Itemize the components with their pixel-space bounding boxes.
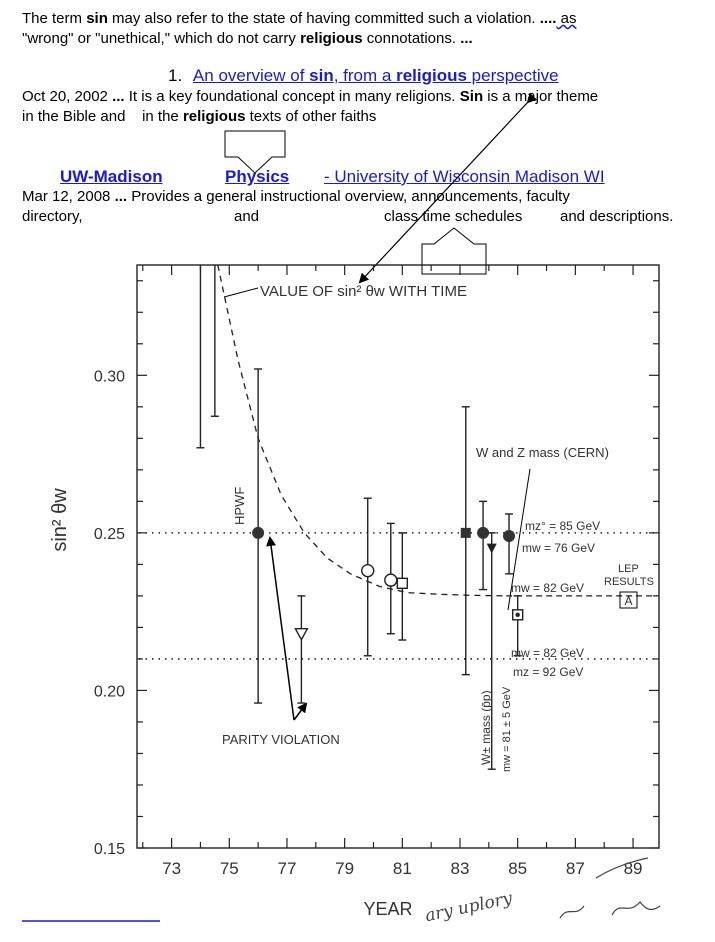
y-tick-label: 0.15 <box>94 841 125 858</box>
data-point <box>396 532 409 641</box>
result-1-title: 1. An overview of sin, from a religious … <box>168 65 559 86</box>
parity-label: PARITY VIOLATION <box>222 732 340 747</box>
result-2-title-a[interactable]: UW-Madison <box>60 167 163 186</box>
marker-filled-circle <box>503 530 516 543</box>
chart-title: VALUE OF sin² θw WITH TIME <box>260 283 467 300</box>
x-tick-label: 83 <box>451 859 470 878</box>
data-point <box>196 265 205 449</box>
snippet-text: may also refer to the state of having co… <box>107 10 540 27</box>
x-tick-label: 85 <box>508 859 527 878</box>
mz85-label: mz° = 85 GeV <box>525 519 600 533</box>
marker-open-circle <box>361 563 375 578</box>
parity-arrow-1 <box>266 536 295 721</box>
snippet-ellipsis: ... <box>114 188 128 205</box>
link-keyword: religious <box>396 66 467 85</box>
handwritten-curve <box>595 857 649 879</box>
y-tick-label: 0.20 <box>94 683 125 700</box>
marker-open-square <box>396 577 409 589</box>
result-2-desc-2a: directory, <box>22 208 83 225</box>
result-2-title-b[interactable]: Physics <box>225 167 290 186</box>
handwritten-scribble: ary uplory <box>423 888 514 926</box>
snippet-text: in the Bible and in the <box>22 108 183 125</box>
y-axis-label: sin² θw <box>49 488 71 552</box>
w-mass-label-1: W± mass (p̄p) <box>479 690 493 765</box>
data-point <box>460 406 471 676</box>
result-date: Mar 12, 2008 <box>22 188 115 205</box>
lep-box-label: A <box>624 594 632 608</box>
x-tick-label: 89 <box>624 859 643 878</box>
result-2-desc-2d: and descriptions. <box>560 208 674 225</box>
marker-filled-circle <box>477 526 490 539</box>
marker-open-circle <box>384 573 398 587</box>
marker-filled-square <box>460 527 471 538</box>
trend-curve <box>217 264 507 597</box>
result-1-desc-2: in the Bible and in the religious texts … <box>22 107 376 126</box>
lep-box <box>619 591 638 609</box>
wz-mass-label: W and Z mass (CERN) <box>476 445 609 460</box>
data-point <box>210 265 219 417</box>
result-2-desc-2b: and <box>234 208 260 225</box>
snippet-ellipsis: ... <box>460 30 473 47</box>
y-tick-label: 0.25 <box>94 526 125 543</box>
snippet-keyword: religious <box>182 108 246 125</box>
link-keyword: sin <box>309 66 334 85</box>
marker-filled-circle <box>252 526 265 539</box>
snippet-text: connotations. <box>362 30 461 47</box>
mw82-label-b: mw = 82 GeV <box>511 646 584 660</box>
link-text: An overview of <box>192 66 310 85</box>
snippet-keyword: sin <box>86 10 108 27</box>
snippet-text: texts of other faiths <box>245 108 377 125</box>
x-tick-label: 87 <box>566 859 585 878</box>
parity-arrow-2 <box>293 702 308 721</box>
link-arrow <box>358 92 538 284</box>
down-arrow-callout-icon <box>224 130 286 174</box>
marker-filled-triangle <box>486 543 497 554</box>
link-text: , from a <box>333 66 397 85</box>
handwritten-marks <box>559 901 661 919</box>
w-mass-label-2: mw = 81 ± 5 GeV <box>501 686 513 772</box>
y-tick-label: 0.30 <box>94 368 125 385</box>
mw82-label-a: mw = 82 GeV <box>511 581 584 595</box>
data-point <box>252 368 265 704</box>
x-tick-label: 81 <box>393 859 412 878</box>
snippet-line-1: The term sin may also refer to the state… <box>22 9 576 28</box>
data-point <box>511 595 524 657</box>
x-tick-label: 75 <box>220 859 239 878</box>
marker-dot <box>515 612 520 617</box>
lep-label-2: RESULTS <box>604 576 654 588</box>
link-text: perspective <box>466 66 559 85</box>
x-tick-label: 77 <box>278 859 297 878</box>
data-point <box>486 532 497 770</box>
lep-label-1: LEP <box>618 563 639 575</box>
x-axis-label: YEAR <box>363 899 412 919</box>
plot-frame <box>136 264 660 849</box>
snippet-keyword: religious <box>300 30 363 47</box>
snippet-line-2: "wrong" or "unethical," which do not car… <box>22 29 473 48</box>
x-tick-label: 79 <box>335 859 354 878</box>
snippet-text: "wrong" or "unethical," which do not car… <box>22 30 301 47</box>
mz92-label: mz = 92 GeV <box>513 665 583 679</box>
result-date: Oct 20, 2002 <box>22 88 113 105</box>
data-point <box>361 497 375 657</box>
data-point <box>294 595 309 704</box>
snippet-text: The term <box>22 10 87 27</box>
data-point <box>477 500 490 591</box>
result-1-link[interactable]: An overview of sin, from a religious per… <box>193 66 559 85</box>
data-point <box>384 522 398 635</box>
snippet-text: as <box>556 10 577 27</box>
snippet-ellipsis: .... <box>539 10 557 27</box>
data-point <box>503 513 516 575</box>
wz-leader <box>507 468 531 611</box>
result-1-desc-1: Oct 20, 2002 ... It is a key foundationa… <box>22 87 598 106</box>
snippet-ellipsis: ... <box>112 88 125 105</box>
hpwf-label: HPWF <box>232 487 247 525</box>
title-leader <box>223 287 259 298</box>
result-number: 1. <box>168 66 183 85</box>
mw76-label: mw = 76 GeV <box>522 541 595 555</box>
x-tick-label: 73 <box>162 859 181 878</box>
marker-open-triangle <box>294 628 309 642</box>
